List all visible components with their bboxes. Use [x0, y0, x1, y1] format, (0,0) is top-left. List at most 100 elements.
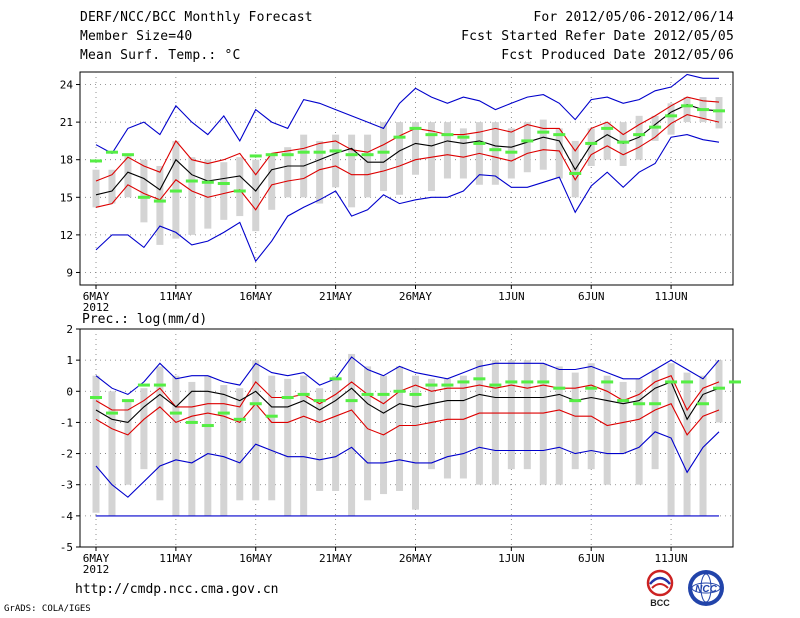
temp-max-line	[95, 73, 719, 155]
prec-marker	[201, 424, 214, 428]
temp-marker	[169, 189, 182, 193]
prec-marker	[489, 383, 502, 387]
temp-marker	[585, 141, 598, 145]
prec-range-box	[236, 388, 244, 501]
temp-marker	[233, 189, 246, 193]
prec-marker	[281, 396, 294, 400]
prec-y-tick-label: -4	[60, 510, 74, 523]
temp-y-tick-label: 24	[60, 79, 74, 92]
temp-x-tick-label: 11MAY	[159, 290, 192, 303]
ncc-logo: NCC	[688, 570, 724, 606]
prec-marker	[505, 380, 518, 384]
prec-marker	[90, 396, 102, 400]
temp-range-box	[619, 122, 627, 166]
temp-marker	[185, 179, 198, 183]
source-url[interactable]: http://cmdp.ncc.cma.gov.cn	[75, 582, 279, 597]
prec-x-tick-label: 26MAY	[399, 552, 432, 565]
prec-range-box	[108, 391, 116, 516]
temp-marker	[249, 154, 262, 158]
prec-marker	[329, 377, 342, 381]
temp-range-box	[411, 122, 419, 175]
prec-y-tick-label: 0	[66, 385, 73, 398]
temp-range-box	[380, 122, 388, 192]
prec-range-box	[667, 363, 675, 516]
prec-range-box	[92, 375, 100, 513]
temp-marker	[105, 150, 118, 154]
prec-marker	[553, 386, 566, 390]
prec-range-box	[507, 360, 515, 470]
prec-marker	[313, 399, 326, 403]
temp-marker	[665, 114, 678, 118]
temp-lower-line	[95, 114, 720, 211]
temp-marker	[90, 159, 102, 163]
bcc-logo: BCC	[646, 569, 674, 608]
temp-range-box	[108, 169, 116, 204]
chart-title: DERF/NCC/BCC Monthly Forecast	[80, 10, 313, 25]
prec-marker	[617, 399, 630, 403]
prec-panel-title: Prec.: log(mm/d)	[82, 312, 207, 327]
temp-y-tick-label: 21	[60, 116, 73, 129]
prec-range-box	[252, 360, 260, 501]
temp-range-box	[92, 169, 100, 208]
prec-marker	[153, 383, 166, 387]
temp-marker	[201, 180, 214, 184]
temp-range-box	[603, 122, 611, 160]
temp-range-box	[443, 122, 451, 179]
temp-marker	[473, 141, 486, 145]
prec-range-box	[300, 375, 308, 516]
prec-range-box	[635, 378, 643, 485]
temp-marker	[537, 130, 550, 134]
temp-range-box	[348, 134, 356, 208]
prec-marker	[105, 411, 118, 415]
prec-range-box	[268, 375, 276, 501]
temp-range-box	[204, 159, 212, 229]
prec-range-box	[396, 366, 404, 491]
temp-range-box	[459, 128, 467, 179]
prec-range-box	[459, 375, 467, 479]
temp-marker	[217, 182, 230, 186]
prec-marker	[649, 402, 662, 406]
temp-range-box	[715, 97, 723, 129]
prec-range-box	[316, 388, 324, 491]
prec-range-box	[475, 360, 483, 485]
prec-marker	[473, 377, 486, 381]
temp-upper-line	[95, 96, 720, 182]
prec-marker	[728, 380, 741, 384]
prec-x-tick-label: 1JUN	[498, 552, 525, 565]
prec-x-tick-label: 11JUN	[655, 552, 688, 565]
prec-range-box	[332, 375, 340, 491]
temp-marker	[457, 135, 470, 139]
prec-range-box	[172, 375, 180, 516]
temp-marker	[489, 148, 502, 152]
prec-x-tick-label: 6JUN	[578, 552, 605, 565]
temp-marker	[409, 126, 422, 130]
prec-range-box	[188, 381, 196, 516]
prec-marker	[393, 389, 406, 393]
temp-marker	[281, 153, 294, 157]
prec-marker	[377, 392, 390, 396]
temp-marker	[393, 135, 406, 139]
temp-marker	[521, 139, 534, 143]
temp-plot-frame	[79, 71, 734, 286]
prec-marker	[569, 399, 582, 403]
temp-marker	[345, 153, 358, 157]
prec-y-tick-label: -2	[60, 448, 73, 461]
prec-marker	[537, 380, 550, 384]
prec-marker	[137, 383, 150, 387]
prec-marker	[521, 380, 534, 384]
prec-mean-line	[95, 381, 720, 423]
prec-marker	[601, 380, 614, 384]
temp-range-box	[220, 162, 228, 220]
prec-y-tick-label: -5	[60, 541, 73, 554]
temp-range-box	[667, 103, 675, 135]
temp-mean-line	[95, 104, 720, 196]
prec-marker	[665, 380, 678, 384]
prec-marker	[361, 392, 374, 396]
prec-marker	[425, 383, 438, 387]
temp-marker	[569, 171, 582, 175]
prec-marker	[265, 414, 278, 418]
forecast-period: For 2012/05/06-2012/06/14	[533, 10, 734, 25]
temp-range-box	[316, 140, 324, 204]
temp-x-tick-sublabel: 2012	[83, 301, 110, 314]
